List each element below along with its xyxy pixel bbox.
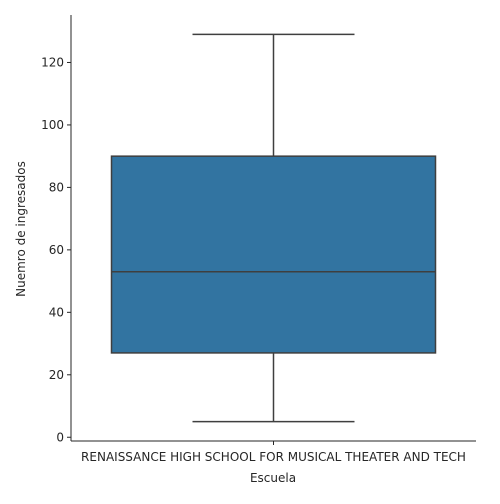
x-tick-label: RENAISSANCE HIGH SCHOOL FOR MUSICAL THEA… [81,450,466,464]
box-plot-series [110,33,437,423]
y-tick-label: 40 [49,305,64,319]
y-axis-ticks: 0 20 40 60 80 100 120 [41,55,71,444]
y-tick-label: 80 [49,180,64,194]
box-iqr [110,155,437,354]
y-tick-label: 120 [41,55,64,69]
y-tick-label: 100 [41,118,64,132]
y-axis-label: Nuemro de ingresados [14,161,28,297]
x-axis-label: Escuela [250,471,296,485]
box-group [110,33,437,423]
y-tick-label: 60 [49,243,64,257]
y-tick-label: 0 [56,430,64,444]
y-tick-label: 20 [49,368,64,382]
x-axis-ticks: RENAISSANCE HIGH SCHOOL FOR MUSICAL THEA… [81,441,466,464]
